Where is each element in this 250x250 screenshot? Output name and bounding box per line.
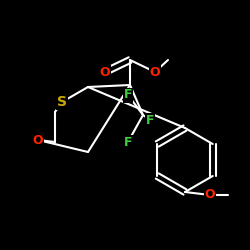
Text: O: O <box>205 188 215 202</box>
Text: S: S <box>57 95 67 109</box>
Text: F: F <box>124 88 132 102</box>
Text: O: O <box>33 134 43 146</box>
Text: F: F <box>146 114 154 126</box>
Text: O: O <box>100 66 110 78</box>
Text: F: F <box>124 136 132 148</box>
Text: O: O <box>150 66 160 78</box>
